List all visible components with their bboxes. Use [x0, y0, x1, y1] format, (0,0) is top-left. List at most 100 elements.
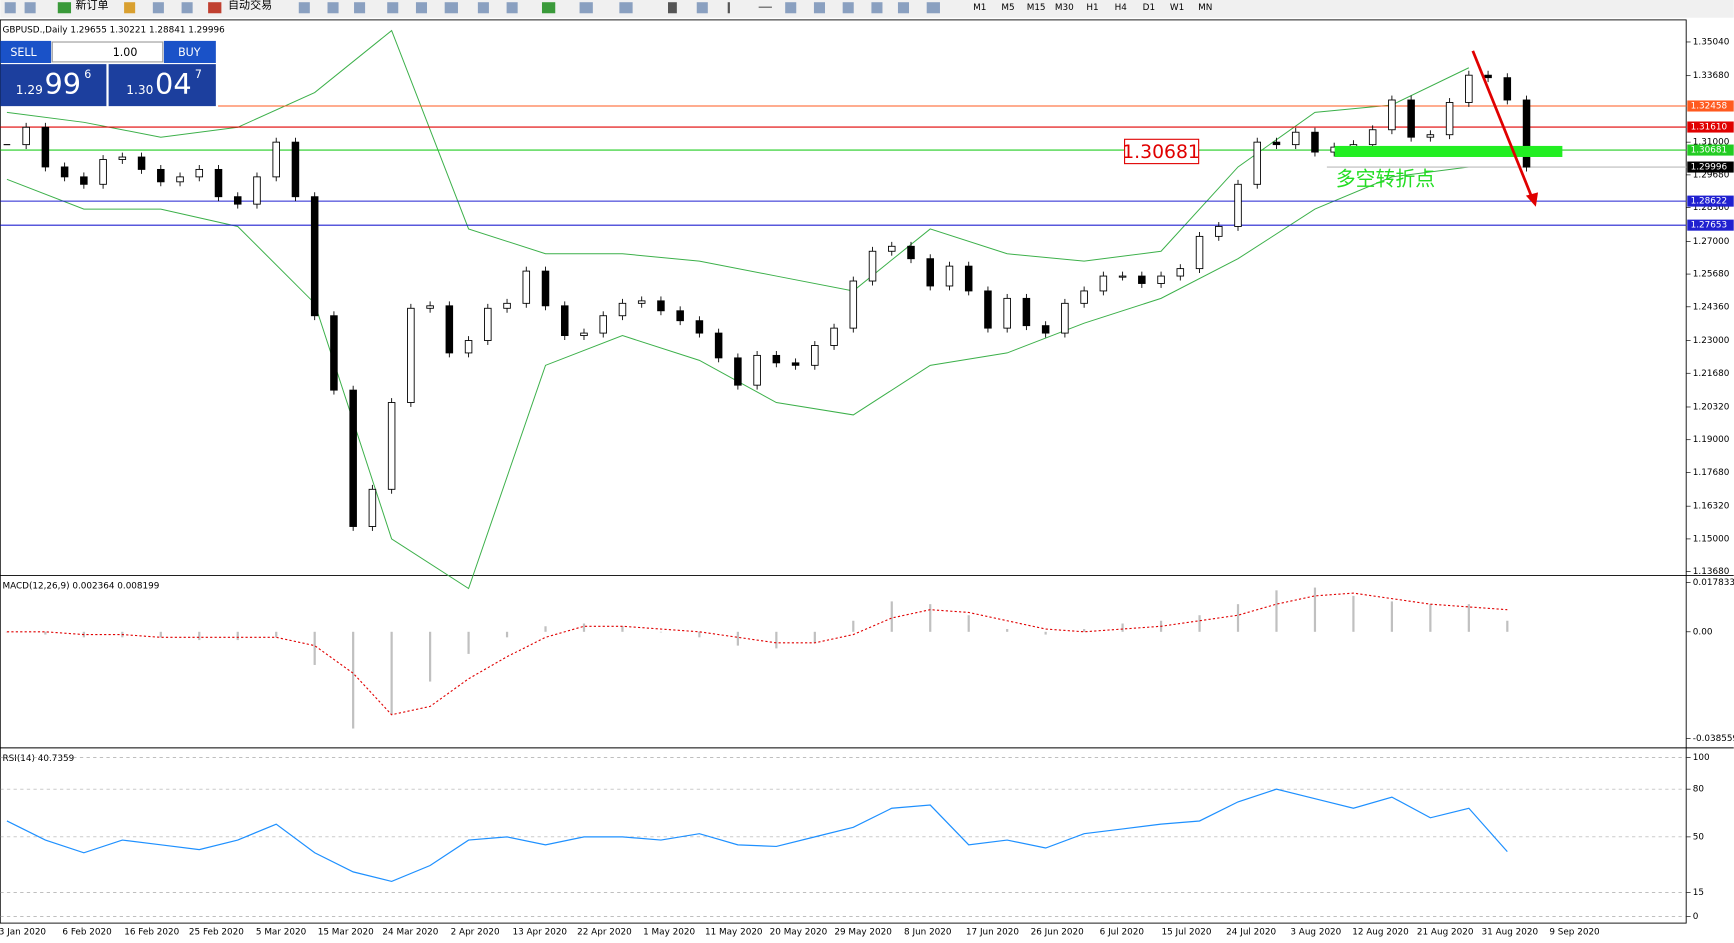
- y-tick-label: -0.038559: [1693, 734, 1734, 744]
- buy-button[interactable]: [163, 40, 216, 64]
- candle: [1215, 226, 1223, 237]
- macd-bar: [967, 615, 970, 632]
- sell-price-big[interactable]: 1.29: [16, 83, 43, 97]
- toolbar-button[interactable]: 新订单: [75, 0, 108, 12]
- lot-field[interactable]: [51, 41, 164, 63]
- candle: [368, 488, 377, 527]
- level-label: 1.28622: [1691, 197, 1728, 207]
- icon[interactable]: [124, 2, 136, 14]
- x-tick-label: 6 Feb 2020: [62, 927, 112, 937]
- annotation-text: 多空转折点: [1336, 168, 1435, 191]
- candle: [1484, 74, 1492, 79]
- candle: [1272, 141, 1281, 146]
- timeframe-button[interactable]: MN: [1198, 3, 1212, 13]
- buy-price-box[interactable]: [108, 64, 216, 107]
- macd-bar: [390, 631, 393, 715]
- sell-button[interactable]: [0, 40, 52, 64]
- y-tick-label: 1.17680: [1693, 468, 1730, 478]
- icon[interactable]: [152, 2, 164, 14]
- y-tick-label: 1.21680: [1693, 369, 1730, 379]
- icon[interactable]: [444, 2, 458, 14]
- icon[interactable]: [579, 2, 593, 14]
- icon[interactable]: [541, 2, 556, 14]
- timeframe-button[interactable]: M1: [973, 3, 986, 13]
- icon[interactable]: [871, 2, 883, 14]
- y-tick-label: 1.33680: [1693, 71, 1730, 81]
- x-tick-label: 25 Feb 2020: [189, 927, 244, 937]
- x-tick-label: 26 Jun 2020: [1031, 927, 1084, 937]
- candle: [1176, 268, 1185, 277]
- buy-price-pips[interactable]: 04: [155, 67, 192, 101]
- sell-price-frac[interactable]: 6: [84, 68, 91, 81]
- icon[interactable]: [24, 2, 36, 14]
- toolbar-button[interactable]: 自动交易: [228, 0, 272, 12]
- x-tick-label: 31 Aug 2020: [1482, 927, 1539, 937]
- candle: [599, 315, 607, 334]
- timeframe-button[interactable]: M5: [1001, 3, 1014, 13]
- candle: [330, 315, 338, 391]
- timeframe-button[interactable]: H1: [1086, 3, 1098, 13]
- icon[interactable]: [668, 2, 677, 14]
- candle: [888, 245, 896, 252]
- icon[interactable]: [727, 2, 730, 14]
- bollinger-band: [6, 29, 1470, 292]
- icon[interactable]: [181, 2, 193, 14]
- buy-price-big[interactable]: 1.30: [126, 83, 153, 97]
- icon[interactable]: [387, 2, 399, 14]
- sell-label[interactable]: SELL: [10, 46, 37, 59]
- toolbar-icons: [4, 2, 940, 14]
- candle: [1234, 183, 1242, 227]
- icon[interactable]: [785, 2, 797, 14]
- macd-bar: [44, 631, 47, 635]
- timeframe-button[interactable]: W1: [1170, 3, 1184, 13]
- y-tick-label: 0: [1693, 912, 1699, 922]
- candle: [80, 176, 88, 185]
- lot-value[interactable]: 1.00: [113, 46, 138, 59]
- macd-bar: [1313, 587, 1317, 632]
- macd-bar: [1198, 615, 1201, 632]
- icon[interactable]: [696, 2, 708, 14]
- icon[interactable]: [415, 2, 428, 14]
- x-tick-label: 8 Jun 2020: [904, 927, 952, 937]
- y-tick-label: 1.27000: [1693, 237, 1730, 247]
- candle: [445, 305, 454, 354]
- macd-bar: [1467, 604, 1470, 632]
- sell-price-box[interactable]: [0, 64, 107, 107]
- macd-bar: [159, 631, 162, 638]
- macd-bar: [275, 631, 278, 638]
- sell-price-pips[interactable]: 99: [45, 67, 82, 101]
- y-tick-label: 50: [1693, 832, 1705, 842]
- candle: [868, 250, 877, 282]
- macd-bar: [659, 631, 663, 633]
- icon[interactable]: [926, 2, 940, 14]
- icon[interactable]: [506, 2, 518, 14]
- icon[interactable]: [354, 2, 366, 14]
- timeframe-button[interactable]: H4: [1115, 3, 1128, 13]
- macd-bar: [1044, 631, 1047, 635]
- icon[interactable]: [758, 6, 772, 8]
- candle: [291, 141, 300, 198]
- timeframes: M1 M5 M15 M30 H1 H4 D1 W1 MN: [973, 3, 1212, 13]
- icon[interactable]: [57, 2, 72, 14]
- icon[interactable]: [813, 2, 825, 14]
- icon[interactable]: [327, 2, 339, 14]
- timeframe-button[interactable]: D1: [1143, 3, 1155, 13]
- candle: [637, 300, 646, 304]
- icon[interactable]: [842, 2, 854, 14]
- icon[interactable]: [897, 2, 910, 14]
- timeframe-button[interactable]: M30: [1055, 3, 1074, 13]
- icon[interactable]: [477, 2, 489, 14]
- buy-price-frac[interactable]: 7: [195, 68, 202, 81]
- icon[interactable]: [208, 2, 222, 14]
- candle: [580, 332, 588, 337]
- candle: [907, 245, 915, 260]
- icon[interactable]: [298, 2, 310, 14]
- buy-label[interactable]: BUY: [178, 46, 201, 59]
- candle: [22, 126, 30, 146]
- level-label-box: [1687, 144, 1734, 156]
- timeframe-button[interactable]: M15: [1027, 3, 1046, 13]
- icon[interactable]: [619, 2, 633, 14]
- icon[interactable]: [4, 2, 16, 14]
- macd-bar: [544, 626, 547, 632]
